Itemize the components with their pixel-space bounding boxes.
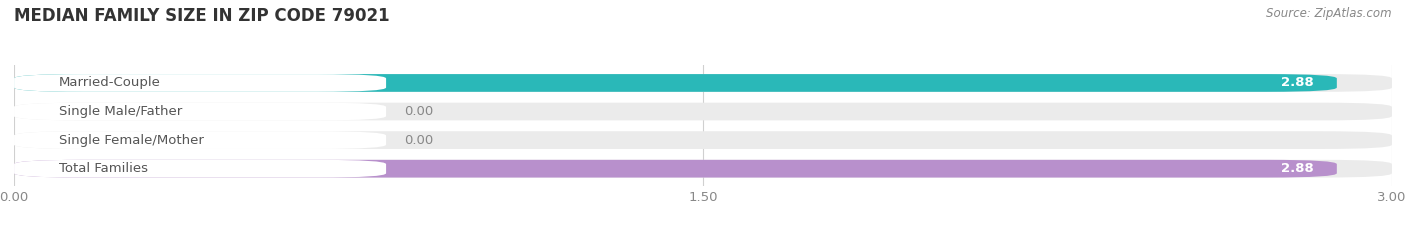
FancyBboxPatch shape bbox=[14, 103, 1392, 120]
Text: Total Families: Total Families bbox=[59, 162, 148, 175]
Text: Single Male/Father: Single Male/Father bbox=[59, 105, 181, 118]
FancyBboxPatch shape bbox=[14, 160, 1337, 178]
FancyBboxPatch shape bbox=[14, 74, 1337, 92]
FancyBboxPatch shape bbox=[14, 131, 1392, 149]
Text: 0.00: 0.00 bbox=[405, 105, 433, 118]
Text: Source: ZipAtlas.com: Source: ZipAtlas.com bbox=[1267, 7, 1392, 20]
FancyBboxPatch shape bbox=[14, 74, 1392, 92]
Text: 2.88: 2.88 bbox=[1281, 162, 1313, 175]
FancyBboxPatch shape bbox=[14, 160, 1392, 178]
FancyBboxPatch shape bbox=[14, 103, 387, 120]
Text: MEDIAN FAMILY SIZE IN ZIP CODE 79021: MEDIAN FAMILY SIZE IN ZIP CODE 79021 bbox=[14, 7, 389, 25]
Text: 0.00: 0.00 bbox=[405, 134, 433, 147]
FancyBboxPatch shape bbox=[14, 131, 387, 149]
Text: 2.88: 2.88 bbox=[1281, 76, 1313, 89]
Text: Single Female/Mother: Single Female/Mother bbox=[59, 134, 204, 147]
FancyBboxPatch shape bbox=[14, 160, 387, 178]
FancyBboxPatch shape bbox=[14, 74, 387, 92]
Text: Married-Couple: Married-Couple bbox=[59, 76, 160, 89]
